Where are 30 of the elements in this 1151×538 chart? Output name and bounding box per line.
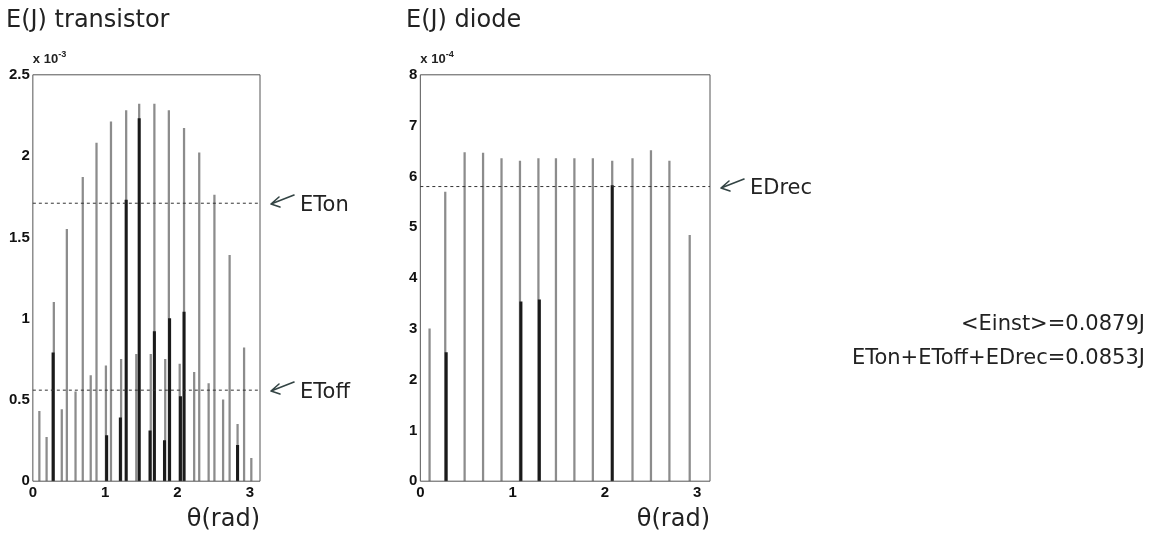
- y-tick-label: 1: [21, 308, 30, 326]
- ref-line-label: ETon: [300, 191, 349, 216]
- y-tick-label: 8: [409, 64, 418, 82]
- x-axis-title: θ(rad): [636, 503, 710, 532]
- y-tick-label: 1.5: [8, 227, 30, 245]
- y-tick-label: 6: [409, 166, 418, 184]
- y-tick-label: 3: [409, 318, 418, 336]
- ref-line-label: EToff: [300, 378, 351, 403]
- y-tick-label: 2: [409, 369, 418, 387]
- x-tick-label: 2: [173, 483, 182, 501]
- y-tick-label: 2.5: [8, 64, 30, 82]
- y-tick-label: 5: [409, 217, 418, 235]
- x-axis-title: θ(rad): [186, 503, 260, 532]
- chart-title: E(J) diode: [406, 4, 522, 33]
- x-tick-label: 3: [692, 483, 702, 501]
- text: <Einst>=0.0879J: [959, 310, 1145, 337]
- x-tick-label: 1: [508, 483, 517, 501]
- y-tick-label: 1: [409, 420, 418, 438]
- text: ETon+EToff+EDrec=0.0853J: [850, 344, 1145, 371]
- y-tick-label: 2: [21, 146, 30, 164]
- chart-title: E(J) transistor: [6, 4, 170, 33]
- y-tick-label: 4: [409, 268, 418, 286]
- y-tick-label: 0.5: [8, 390, 30, 408]
- ref-line-label: EDrec: [750, 175, 813, 200]
- y-tick-label: 7: [409, 115, 418, 133]
- y-tick-label: 0: [21, 471, 30, 489]
- x-tick-label: 1: [101, 483, 110, 501]
- y-tick-label: 0: [409, 471, 418, 489]
- x-tick-label: 2: [600, 483, 610, 501]
- x-tick-label: 3: [245, 483, 255, 501]
